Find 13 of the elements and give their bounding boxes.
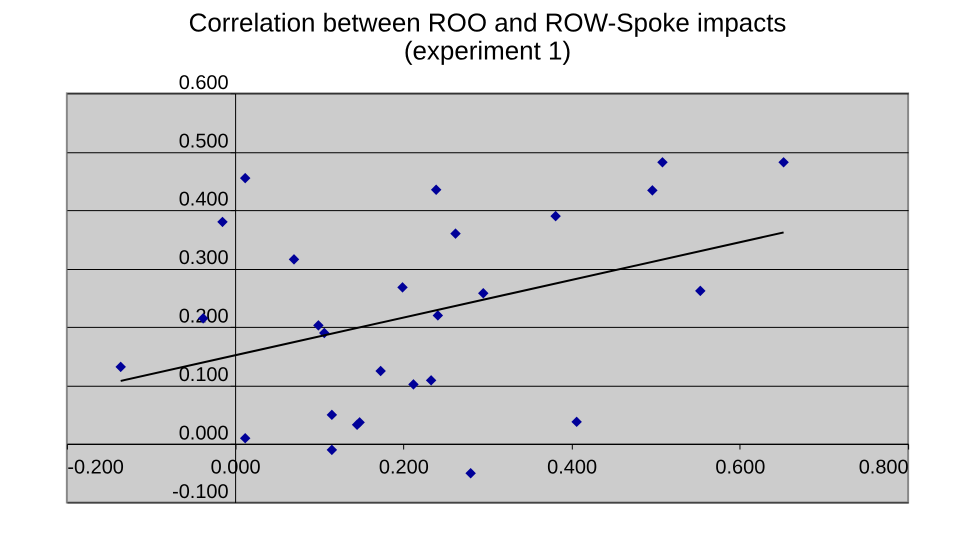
y-tick-label: 0.500 — [178, 130, 229, 152]
y-tick-label: 0.600 — [178, 72, 229, 94]
y-tick-label: -0.100 — [172, 480, 229, 503]
chart-title: Correlation between ROO and ROW-Spoke impacts (experiment 1) — [188, 9, 786, 66]
x-tick-label: 0.400 — [547, 456, 598, 478]
x-tick-label: 0.800 — [858, 456, 909, 478]
x-tick-label: 0.600 — [715, 456, 766, 478]
y-tick-label: 0.100 — [178, 364, 229, 386]
y-tick-label: 0.400 — [178, 188, 229, 211]
x-tick-label: 0.200 — [378, 456, 429, 478]
y-tick-label: 0.000 — [178, 422, 229, 445]
y-tick-label: 0.300 — [178, 247, 229, 270]
x-tick-label: -0.200 — [67, 456, 124, 478]
